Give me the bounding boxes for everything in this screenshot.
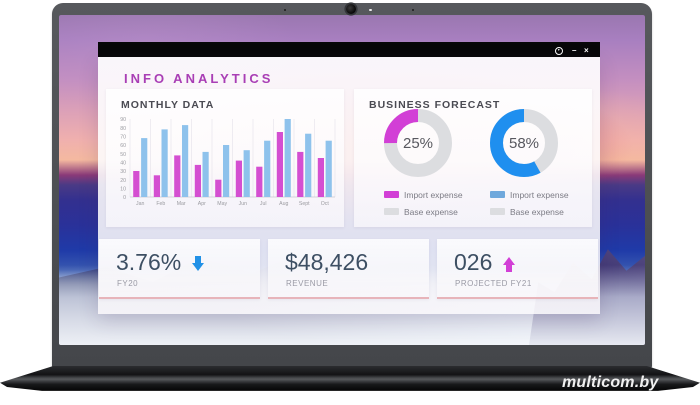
svg-text:Aug: Aug [279, 201, 288, 207]
svg-text:20: 20 [120, 178, 126, 184]
svg-text:May: May [217, 201, 227, 207]
svg-text:Jun: Jun [239, 201, 247, 207]
svg-text:Mar: Mar [177, 201, 186, 207]
svg-text:Jul: Jul [260, 201, 267, 207]
svg-text:Oct: Oct [321, 201, 330, 207]
svg-text:10: 10 [120, 187, 126, 193]
svg-text:0: 0 [123, 195, 126, 201]
svg-text:Apr: Apr [198, 201, 206, 207]
svg-text:Feb: Feb [156, 201, 165, 207]
svg-text:Sept: Sept [299, 201, 310, 207]
svg-text:80: 80 [120, 126, 126, 132]
svg-text:70: 70 [120, 135, 126, 141]
svg-text:50: 50 [120, 152, 126, 158]
svg-text:90: 90 [120, 117, 126, 123]
svg-text:Jan: Jan [136, 201, 144, 207]
svg-text:30: 30 [120, 169, 126, 175]
svg-text:60: 60 [120, 143, 126, 149]
svg-text:40: 40 [120, 161, 126, 167]
